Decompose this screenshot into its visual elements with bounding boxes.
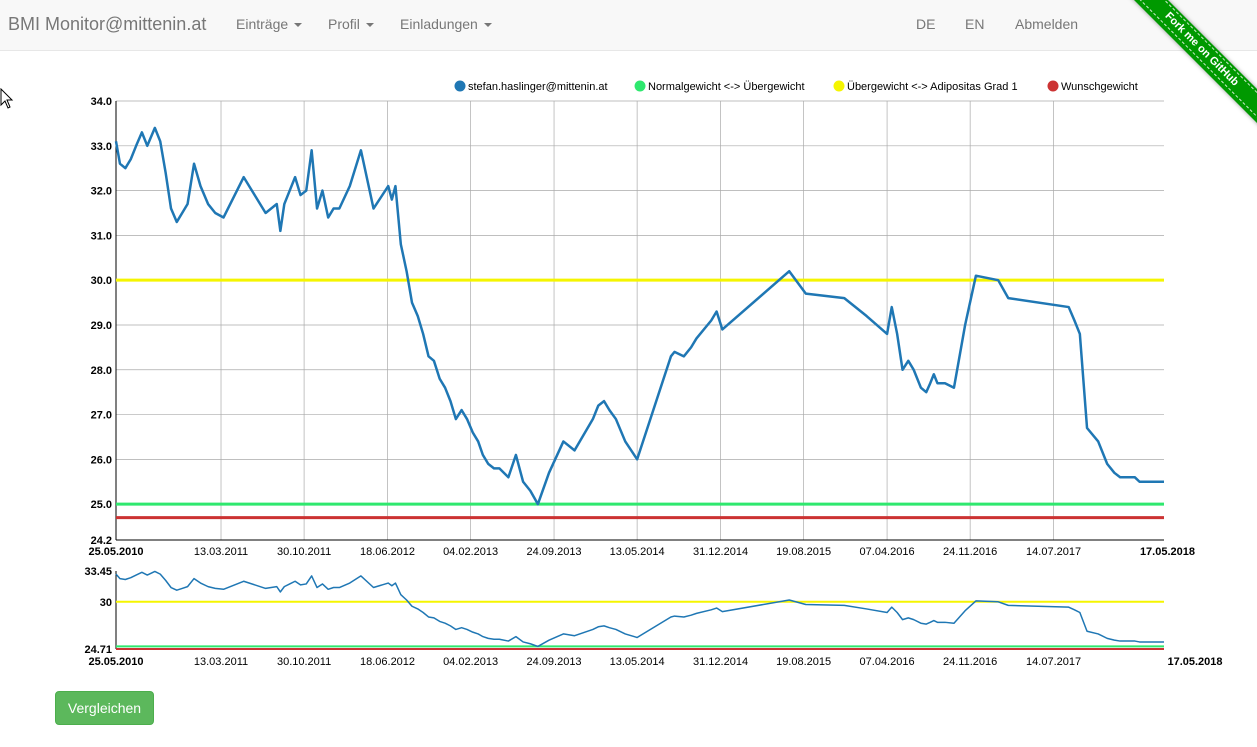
overview-x-tick-label: 24.09.2013 [527,656,582,668]
nav-profile-label: Profil [328,16,360,32]
nav-profile-dropdown[interactable]: Profil [328,16,374,32]
y-tick-label: 24.2 [91,535,112,547]
chevron-down-icon [294,23,303,28]
nav-invitations-label: Einladungen [400,16,478,32]
lang-en-link[interactable]: EN [965,16,985,32]
overview-x-tick-label: 30.10.2011 [277,656,331,668]
overview-x-tick-label: 17.05.2018 [1167,656,1222,668]
x-tick-label: 31.12.2014 [693,546,748,558]
bmi-chart: 24.2 25.0 26.0 27.0 28.0 29.0 30.0 31.0 32.0 33.0… [84,80,1223,668]
overview-x-tick-label: 31.12.2014 [693,656,748,668]
legend-label: Wunschgewicht [1061,81,1138,93]
legend-label: Normalgewicht <-> Übergewicht [648,81,805,93]
y-tick-label: 31.0 [91,230,112,242]
y-tick-label: 26.0 [91,454,112,466]
x-tick-label: 30.10.2011 [277,546,331,558]
logout-link[interactable]: Abmelden [1015,16,1079,32]
x-tick-label: 13.03.2011 [194,546,248,558]
overview-x-tick-label: 19.08.2015 [776,656,831,668]
x-tick-label: 13.05.2014 [610,546,665,558]
nav-entries-dropdown[interactable]: Einträge [236,16,303,32]
x-tick-label: 04.02.2013 [443,546,498,558]
legend-marker [454,80,466,92]
y-tick-label: 33.0 [91,141,112,153]
nav-entries-label: Einträge [236,16,289,32]
overview-y-tick-label: 33.45 [84,566,112,578]
legend-marker [833,80,845,92]
overview-x-tick-label: 13.03.2011 [194,656,248,668]
brand-link[interactable]: BMI Monitor@mittenin.at [8,14,207,34]
overview-x-tick-label: 04.02.2013 [443,656,498,668]
compare-button[interactable]: Vergleichen [55,691,154,725]
x-tick-label: 17.05.2018 [1140,546,1195,558]
y-tick-label: 34.0 [91,96,112,108]
nav-invitations-dropdown[interactable]: Einladungen [400,16,492,32]
x-tick-label: 18.06.2012 [360,546,415,558]
x-tick-label: 25.05.2010 [88,546,143,558]
x-tick-label: 24.09.2013 [527,546,582,558]
bmi-series-line [114,126,1164,506]
chevron-down-icon [365,23,374,28]
y-tick-label: 28.0 [91,365,112,377]
overview-x-tick-label: 13.05.2014 [610,656,665,668]
y-tick-label: 27.0 [91,410,112,422]
overview-y-tick-label: 24.71 [84,644,112,656]
legend-marker [634,80,646,92]
legend-label: stefan.haslinger@mittenin.at [468,81,608,93]
x-tick-label: 07.04.2016 [860,546,915,558]
x-tick-label: 14.07.2017 [1026,546,1081,558]
overview-x-tick-label: 14.07.2017 [1026,656,1081,668]
overview-x-tick-label: 07.04.2016 [860,656,915,668]
legend-marker [1047,80,1059,92]
x-tick-label: 24.11.2016 [943,546,997,558]
lang-de-link[interactable]: DE [916,16,936,32]
overview-x-tick-label: 18.06.2012 [360,656,415,668]
navbar: BMI Monitor@mittenin.at Einträge Profil … [0,0,1257,51]
mouse-pointer-icon [0,88,14,109]
overview-y-tick-label: 30 [100,597,112,609]
y-tick-label: 25.0 [91,499,112,511]
y-tick-label: 32.0 [91,186,112,198]
y-tick-label: 29.0 [91,320,112,332]
legend-label: Übergewicht <-> Adipositas Grad 1 [847,81,1018,93]
overview-x-tick-label: 25.05.2010 [88,656,143,668]
overview-series-line [115,570,1164,648]
chevron-down-icon [483,23,492,28]
overview-x-tick-label: 24.11.2016 [943,656,997,668]
y-tick-label: 30.0 [91,275,112,287]
x-tick-label: 19.08.2015 [776,546,831,558]
